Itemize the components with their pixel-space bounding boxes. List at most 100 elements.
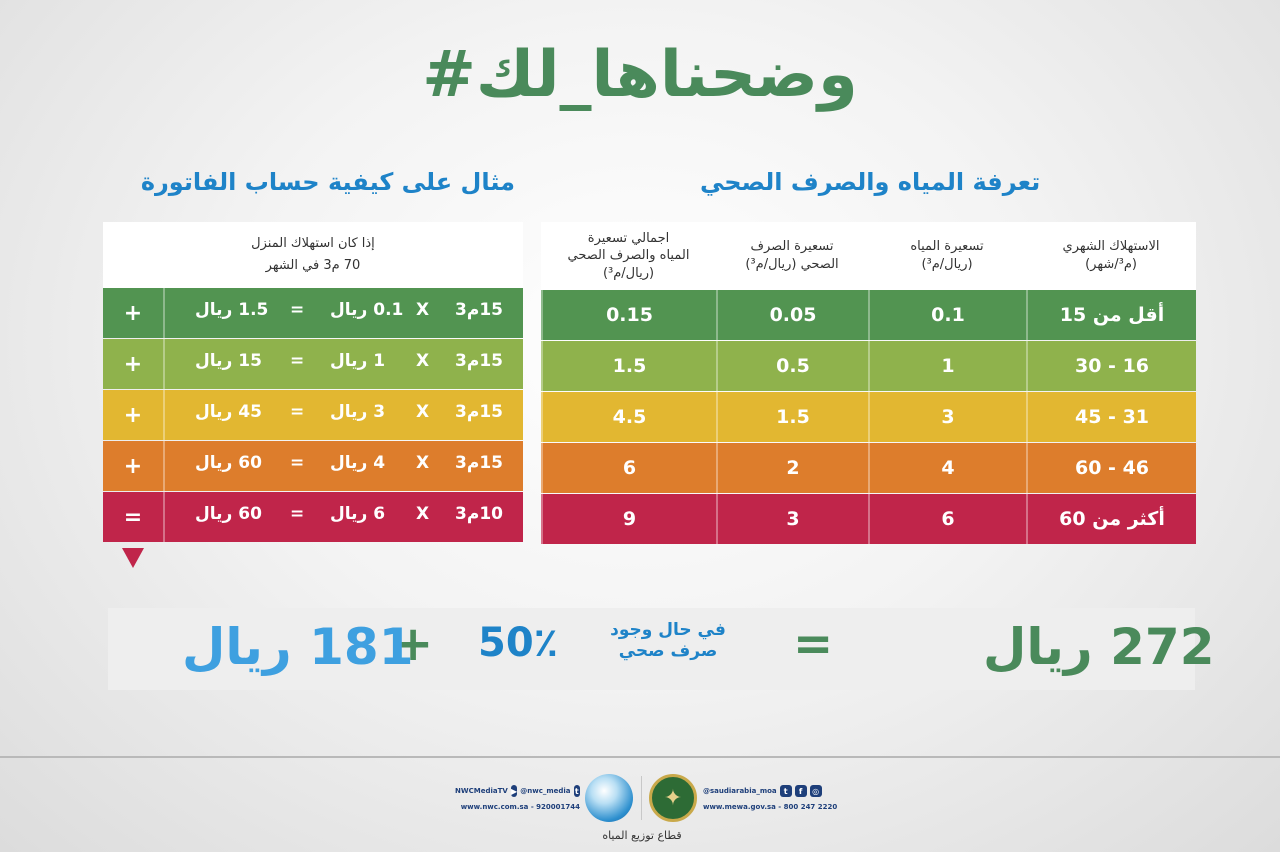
example-header-line1: إذا كان استهلاك المنزل <box>251 235 375 251</box>
tariff-row: 31 - 45 3 1.5 4.5 <box>541 392 1196 442</box>
rate-value: 4 ريال <box>330 453 386 473</box>
multiply-sign: X <box>416 300 430 320</box>
operator-cell: + <box>103 390 165 440</box>
tariff-section-title: تعرفة المياه والصرف الصحي <box>700 168 1041 196</box>
equals-sign: = <box>290 300 305 320</box>
calculation-cell: 60 ريال = 4 ريال X 15م3 <box>165 441 523 491</box>
multiply-sign: X <box>416 351 430 371</box>
example-row: + 60 ريال = 4 ريال X 15م3 <box>103 441 523 491</box>
example-header-line2: 70 م3 في الشهر <box>265 258 361 273</box>
volume-value: 15م3 <box>455 453 503 473</box>
consumption-cell: 31 - 45 <box>1026 392 1196 442</box>
total-rate-cell: 0.15 <box>541 290 716 340</box>
example-row: + 1.5 ريال = 0.1 ريال X 15م3 <box>103 288 523 338</box>
volume-value: 10م3 <box>455 504 503 524</box>
calculation-cell: 45 ريال = 3 ريال X 15م3 <box>165 390 523 440</box>
mewa-social-row: @saudiarabia_moa t f ◎ <box>703 785 833 797</box>
example-row: + 45 ريال = 3 ريال X 15م3 <box>103 390 523 440</box>
rate-value: 6 ريال <box>330 504 386 524</box>
rate-value: 3 ريال <box>330 402 386 422</box>
multiply-sign: X <box>416 504 430 524</box>
result-value: 60 ريال <box>195 504 262 524</box>
volume-value: 15م3 <box>455 402 503 422</box>
header-total-rate: اجمالي تسعيرة المياه والصرف الصحي (ريال/م³… <box>567 230 690 281</box>
example-row: + 15 ريال = 1 ريال X 15م3 <box>103 339 523 389</box>
volume-value: 15م3 <box>455 351 503 371</box>
water-rate-cell: 4 <box>868 443 1026 493</box>
volume-value: 15م3 <box>455 300 503 320</box>
operator-cell: + <box>103 339 165 389</box>
example-row: = 60 ريال = 6 ريال X 10م3 <box>103 492 523 542</box>
sewage-rate-cell: 0.05 <box>716 290 868 340</box>
total-bill: 272 ريال <box>983 618 1215 676</box>
total-rate-cell: 4.5 <box>541 392 716 442</box>
nwc-handle: @nwc_media <box>520 787 571 795</box>
total-rate-cell: 1.5 <box>541 341 716 391</box>
water-sum: 181 ريال <box>182 618 414 676</box>
consumption-cell: 16 - 30 <box>1026 341 1196 391</box>
summary-band: 272 ريال = في حال وجود صرف صحي 50٪ + 181… <box>108 608 1215 690</box>
multiply-sign: X <box>416 453 430 473</box>
operator-cell: + <box>103 441 165 491</box>
twitter-icon[interactable]: t <box>573 785 580 797</box>
result-value: 15 ريال <box>195 351 262 371</box>
sewage-rate-cell: 1.5 <box>716 392 868 442</box>
sewage-percent: 50٪ <box>478 620 559 666</box>
nwc-logo <box>585 774 633 822</box>
rate-value: 0.1 ريال <box>330 300 404 320</box>
ministry-logo: ✦ <box>649 774 697 822</box>
youtube-icon[interactable]: ▶ <box>510 785 518 797</box>
facebook-icon[interactable]: f <box>794 785 807 797</box>
tariff-row: أكثر من 60 6 3 9 <box>541 494 1196 544</box>
sewage-rate-cell: 0.5 <box>716 341 868 391</box>
consumption-cell: أقل من 15 <box>1026 290 1196 340</box>
tariff-table-header: الاستهلاك الشهري (م³/شهر) تسعيرة المياه (ر… <box>541 222 1196 290</box>
consumption-cell: أكثر من 60 <box>1026 494 1196 544</box>
operator-cell: = <box>103 492 165 542</box>
mewa-contact: www.mewa.gov.sa - 800 247 2220 <box>703 803 838 811</box>
header-consumption: الاستهلاك الشهري (م³/شهر) <box>1062 239 1160 272</box>
nwc-social-row: NWCMediaTV ▶ @nwc_media t <box>455 785 580 797</box>
calculation-cell: 15 ريال = 1 ريال X 15م3 <box>165 339 523 389</box>
calculation-cell: 1.5 ريال = 0.1 ريال X 15م3 <box>165 288 523 338</box>
header-sewage-rate: تسعيرة الصرف الصحي (ريال/م³) <box>745 239 839 272</box>
total-rate-cell: 6 <box>541 443 716 493</box>
multiply-sign: X <box>416 402 430 422</box>
summary-plus: + <box>393 616 434 672</box>
water-rate-cell: 6 <box>868 494 1026 544</box>
example-table: إذا كان استهلاك المنزل 70 م3 في الشهر + … <box>103 222 523 543</box>
twitter-icon[interactable]: t <box>779 785 792 797</box>
instagram-icon[interactable]: ◎ <box>809 785 822 797</box>
water-rate-cell: 3 <box>868 392 1026 442</box>
equals-sign: = <box>290 351 305 371</box>
footer-divider <box>0 756 1280 758</box>
calculation-cell: 60 ريال = 6 ريال X 10م3 <box>165 492 523 542</box>
sewage-rate-cell: 2 <box>716 443 868 493</box>
example-table-header: إذا كان استهلاك المنزل 70 م3 في الشهر <box>103 222 523 288</box>
tariff-table: الاستهلاك الشهري (م³/شهر) تسعيرة المياه (ر… <box>541 222 1196 545</box>
consumption-cell: 46 - 60 <box>1026 443 1196 493</box>
mewa-handle: @saudiarabia_moa <box>703 787 777 795</box>
equals-sign: = <box>290 402 305 422</box>
result-value: 1.5 ريال <box>195 300 269 320</box>
tariff-row: 46 - 60 4 2 6 <box>541 443 1196 493</box>
summary-equals: = <box>793 616 834 672</box>
total-rate-cell: 9 <box>541 494 716 544</box>
sewage-condition: في حال وجود صرف صحي <box>610 620 726 662</box>
header-water-rate: تسعيرة المياه (ريال/م³) <box>910 239 984 272</box>
sector-label: قطاع توزيع المياه <box>602 829 682 842</box>
result-value: 45 ريال <box>195 402 262 422</box>
logo-separator <box>641 776 642 820</box>
water-rate-cell: 0.1 <box>868 290 1026 340</box>
down-arrow-icon <box>122 548 144 568</box>
equals-sign: = <box>290 504 305 524</box>
tariff-row: 16 - 30 1 0.5 1.5 <box>541 341 1196 391</box>
operator-cell: + <box>103 288 165 338</box>
tariff-row: أقل من 15 0.1 0.05 0.15 <box>541 290 1196 340</box>
rate-value: 1 ريال <box>330 351 386 371</box>
sewage-rate-cell: 3 <box>716 494 868 544</box>
water-rate-cell: 1 <box>868 341 1026 391</box>
nwc-contact: www.nwc.com.sa - 920001744 <box>460 803 580 811</box>
example-section-title: مثال على كيفية حساب الفاتورة <box>140 168 515 196</box>
hashtag-title: #وضحناها_لك <box>422 38 858 112</box>
